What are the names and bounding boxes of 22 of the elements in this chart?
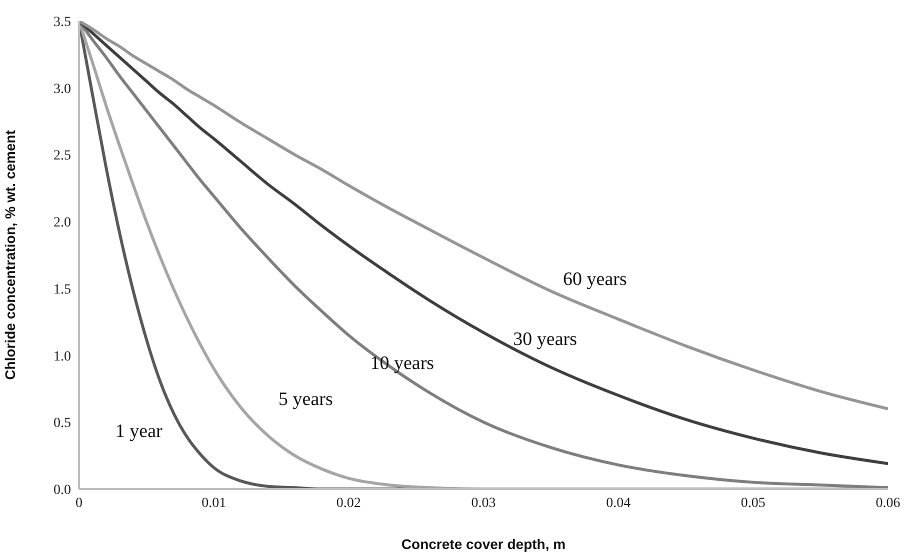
y-tick-label: 0.0 — [54, 482, 71, 498]
series-label: 5 years — [278, 389, 333, 410]
y-tick-label: 1.0 — [54, 349, 71, 364]
y-tick-label: 2.0 — [54, 216, 71, 231]
y-tick-label: 2.5 — [54, 148, 71, 164]
x-tick-label: 0.03 — [471, 496, 496, 511]
series-label: 10 years — [370, 353, 434, 374]
y-tick-label: 1.5 — [54, 282, 71, 298]
y-tick-label: 3.0 — [54, 82, 71, 97]
y-axis-title: Chloride concentration, % wt. cement — [2, 130, 18, 380]
y-tick-label: 3.5 — [54, 14, 71, 30]
x-tick-label: 0.05 — [740, 496, 766, 511]
y-tick-label: 0.5 — [54, 416, 71, 432]
series-label: 1 year — [115, 421, 164, 442]
x-tick-label: 0.02 — [336, 496, 361, 511]
series-label: 30 years — [513, 328, 578, 350]
x-tick-label: 0 — [76, 496, 82, 511]
x-tick-label: 0.01 — [202, 496, 226, 511]
series-label: 60 years — [563, 268, 627, 290]
x-tick-label: 0.06 — [876, 496, 900, 511]
x-axis-title: Concrete cover depth, m — [401, 536, 566, 552]
x-tick-label: 0.04 — [606, 496, 631, 511]
